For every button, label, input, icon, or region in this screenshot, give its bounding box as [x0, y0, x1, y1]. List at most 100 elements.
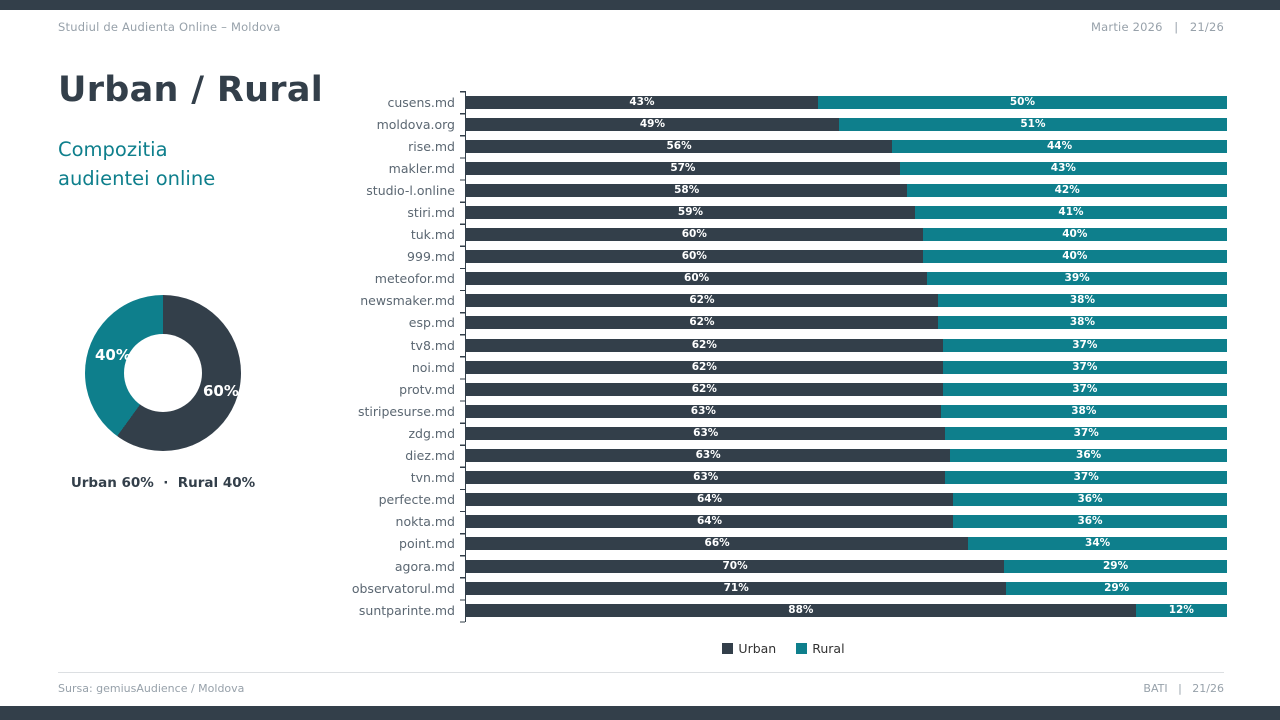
axis-ticks — [460, 91, 465, 623]
chart-row: moldova.org 49% 51% — [340, 113, 1227, 135]
legend-swatch-icon — [796, 643, 808, 654]
category-label: studio-l.online — [366, 182, 455, 198]
bar-track: 62% 37% — [466, 382, 1227, 396]
bar-segment-rural: 37% — [945, 426, 1227, 440]
bar-track: 71% 29% — [466, 581, 1227, 595]
bar-segment-rural: 40% — [922, 250, 1227, 264]
header-date-page: Martie 2026 | 21/26 — [1091, 20, 1224, 34]
bar-segment-urban: 64% — [466, 515, 954, 529]
chart-row: 999.md 60% 40% — [340, 246, 1227, 268]
chart-row: cusens.md 43% 50% — [340, 91, 1227, 113]
chart-row: rise.md 56% 44% — [340, 135, 1227, 157]
chart-row: suntparinte.md 88% 12% — [340, 599, 1227, 621]
top-accent-bar — [0, 0, 1280, 10]
bar-segment-urban: 63% — [466, 449, 951, 463]
bar-track: 43% 50% — [466, 95, 1227, 109]
chart-row: nokta.md 64% 36% — [340, 511, 1227, 533]
bar-segment-urban: 63% — [466, 426, 946, 440]
bar-segment-urban: 62% — [466, 294, 938, 308]
stacked-bar-chart: cusens.md 43% 50% moldova.org 49% 51% rise.md 5… — [340, 91, 1227, 623]
chart-row: point.md 66% 34% — [340, 533, 1227, 555]
category-label: point.md — [399, 536, 455, 552]
chart-row: makler.md 57% 43% — [340, 157, 1227, 179]
bar-track: 66% 34% — [466, 537, 1227, 551]
category-label: makler.md — [388, 160, 455, 176]
chart-row: meteofor.md 60% 39% — [340, 268, 1227, 290]
chart-row: tvn.md 63% 37% — [340, 467, 1227, 489]
bar-segment-rural: 40% — [922, 228, 1227, 242]
bar-segment-rural: 41% — [914, 206, 1227, 220]
chart-row: perfecte.md 64% 36% — [340, 489, 1227, 511]
bar-track: 62% 38% — [466, 294, 1227, 308]
chart-rows: cusens.md 43% 50% moldova.org 49% 51% rise.md 5… — [340, 91, 1227, 621]
bar-segment-urban: 43% — [466, 95, 818, 109]
bar-segment-rural: 38% — [937, 294, 1227, 308]
chart-row: tv8.md 62% 37% — [340, 334, 1227, 356]
bar-track: 62% 37% — [466, 360, 1227, 374]
category-label: newsmaker.md — [360, 293, 455, 309]
chart-row: stiripesurse.md 63% 38% — [340, 400, 1227, 422]
donut-chart: 40% 60% — [85, 295, 241, 451]
bar-track: 62% 38% — [466, 316, 1227, 330]
slide-header: Studiul de Audienta Online – Moldova Mar… — [58, 10, 1224, 44]
bar-track: 58% 42% — [466, 183, 1227, 197]
category-label: stiripesurse.md — [358, 403, 455, 419]
donut-label-urban: 60% — [203, 382, 239, 400]
category-label: suntparinte.md — [358, 602, 455, 618]
chart-row: zdg.md 63% 37% — [340, 422, 1227, 444]
category-label: rise.md — [408, 138, 455, 154]
category-label: 999.md — [407, 249, 455, 265]
category-label: moldova.org — [376, 116, 455, 132]
bar-track: 59% 41% — [466, 206, 1227, 220]
donut-label-rural: 40% — [95, 346, 131, 364]
legend-item-urban: Urban — [722, 641, 776, 656]
bar-segment-urban: 62% — [466, 316, 938, 330]
bar-segment-urban: 59% — [466, 206, 915, 220]
chart-row: diez.md 63% 36% — [340, 445, 1227, 467]
bar-segment-rural: 50% — [817, 95, 1227, 109]
bar-track: 63% 38% — [466, 404, 1227, 418]
bar-segment-rural: 12% — [1135, 603, 1227, 617]
chart-row: esp.md 62% 38% — [340, 312, 1227, 334]
bar-track: 64% 36% — [466, 493, 1227, 507]
bar-track: 60% 39% — [466, 272, 1227, 286]
category-label: esp.md — [408, 315, 455, 331]
bottom-accent-bar — [0, 706, 1280, 720]
donut-hole — [124, 334, 202, 412]
bar-segment-urban: 60% — [466, 250, 923, 264]
bar-segment-rural: 39% — [927, 272, 1227, 286]
bar-segment-urban: 49% — [466, 117, 839, 131]
footer-source: Sursa: gemiusAudience / Moldova — [58, 682, 245, 695]
bar-segment-rural: 51% — [838, 117, 1227, 131]
bar-segment-urban: 64% — [466, 493, 954, 507]
bar-track: 62% 37% — [466, 338, 1227, 352]
bar-segment-urban: 62% — [466, 360, 943, 374]
chart-row: agora.md 70% 29% — [340, 555, 1227, 577]
bar-segment-rural: 37% — [942, 338, 1227, 352]
category-label: diez.md — [405, 448, 455, 464]
footer-brand-page: BATI | 21/26 — [1143, 682, 1224, 695]
category-label: stiri.md — [407, 205, 455, 221]
bar-segment-rural: 36% — [953, 493, 1227, 507]
category-label: cusens.md — [387, 94, 455, 110]
bar-segment-urban: 63% — [466, 471, 946, 485]
bar-track: 63% 36% — [466, 449, 1227, 463]
bar-segment-urban: 58% — [466, 183, 908, 197]
bar-segment-rural: 37% — [942, 360, 1227, 374]
category-label: tuk.md — [410, 227, 455, 243]
donut-caption: Urban 60% · Rural 40% — [70, 475, 256, 491]
chart-row: protv.md 62% 37% — [340, 378, 1227, 400]
bar-segment-rural: 44% — [892, 139, 1227, 153]
bar-segment-rural: 38% — [940, 404, 1227, 418]
bar-segment-urban: 71% — [466, 581, 1007, 595]
donut-ring: 40% 60% — [85, 295, 241, 451]
chart-row: stiri.md 59% 41% — [340, 201, 1227, 223]
bar-track: 70% 29% — [466, 559, 1227, 573]
category-label: zdg.md — [408, 425, 455, 441]
bar-segment-urban: 60% — [466, 228, 923, 242]
bar-segment-urban: 62% — [466, 338, 943, 352]
legend-item-rural: Rural — [796, 641, 845, 656]
chart-row: tuk.md 60% 40% — [340, 224, 1227, 246]
bar-segment-rural: 29% — [1004, 559, 1227, 573]
bar-track: 49% 51% — [466, 117, 1227, 131]
